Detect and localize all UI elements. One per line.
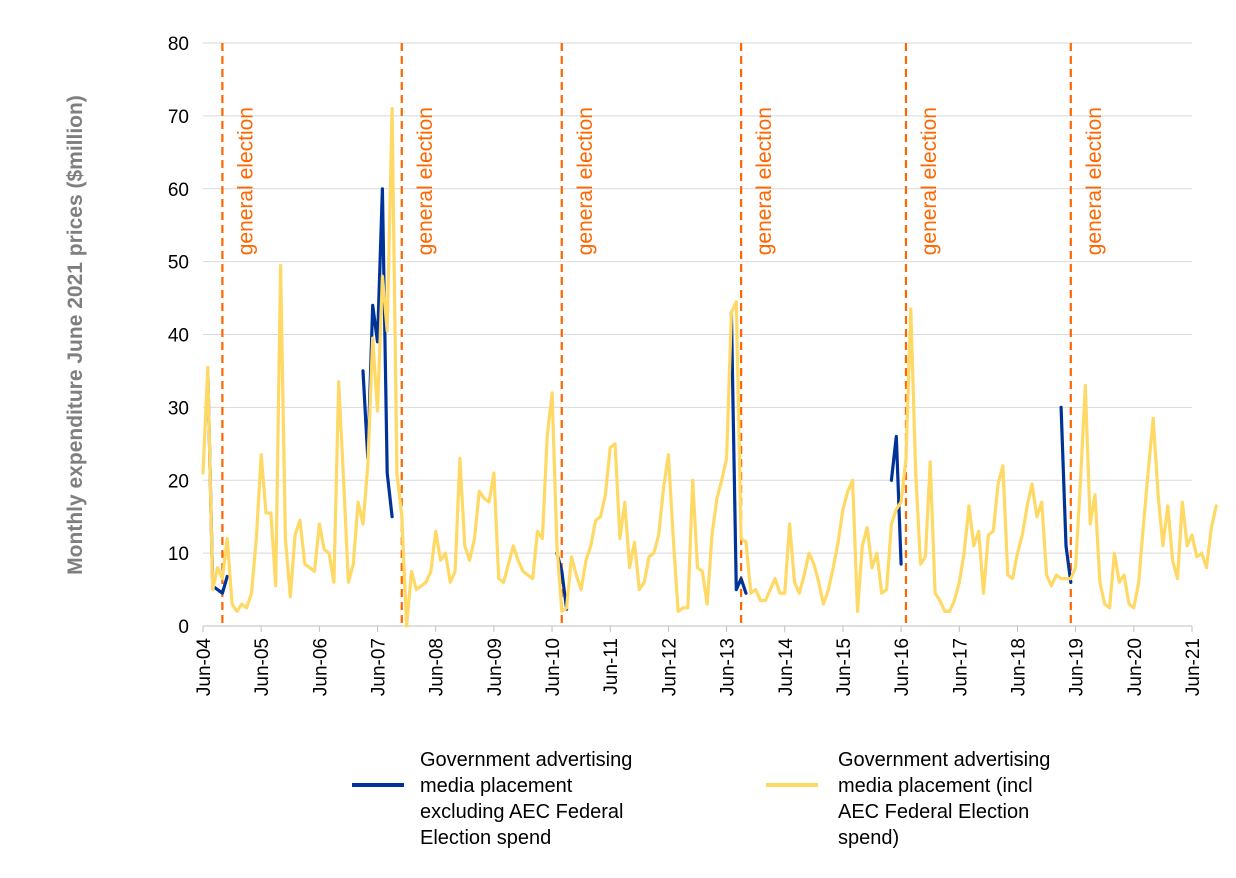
- x-tick-label: Jun-08: [427, 638, 448, 696]
- series-line-excl: [889, 434, 903, 566]
- x-tick-label: Jun-14: [776, 638, 797, 697]
- y-tick-label: 60: [168, 180, 189, 201]
- election-label: general election: [753, 107, 776, 255]
- election-label: general election: [574, 107, 597, 255]
- y-tick-label: 70: [168, 107, 189, 128]
- election-label: general election: [918, 107, 941, 255]
- series-line-incl: [201, 107, 1218, 628]
- x-tick-label: Jun-09: [485, 638, 506, 696]
- series-including-aec: [201, 107, 1218, 628]
- legend-label-excl: Government advertising media placement exc…: [420, 749, 632, 849]
- x-tick-label: Jun-11: [601, 638, 622, 695]
- election-label: general election: [414, 107, 437, 255]
- x-tick-label: Jun-10: [543, 638, 564, 696]
- y-tick-label: 50: [168, 253, 189, 274]
- y-tick-label: 30: [168, 398, 189, 419]
- x-tick-label: Jun-13: [718, 638, 739, 696]
- y-axis-ticks: 0 10 20 30 40 50 60 70 80: [168, 34, 189, 638]
- y-tick-label: 80: [168, 34, 189, 55]
- x-tick-label: Jun-18: [1008, 638, 1029, 696]
- y-axis-label: Monthly expenditure June 2021 prices ($m…: [64, 95, 87, 575]
- y-tick-label: 40: [168, 326, 189, 347]
- y-tick-label: 20: [168, 471, 189, 492]
- x-tick-label: Jun-19: [1067, 638, 1088, 696]
- y-tick-label: 0: [178, 617, 189, 638]
- election-label: general election: [1083, 107, 1106, 255]
- series-line-excl: [1059, 405, 1073, 584]
- x-tick-label: Jun-20: [1125, 638, 1146, 696]
- x-tick-label: Jun-17: [950, 638, 971, 696]
- x-tick-label: Jun-04: [194, 638, 215, 697]
- x-tick-label: Jun-05: [252, 638, 273, 696]
- x-tick-label: Jun-07: [369, 638, 390, 696]
- series-line-excl: [729, 311, 748, 595]
- legend-label-incl: Government advertising media placement (i…: [838, 749, 1050, 849]
- x-tick-label: Jun-21: [1183, 638, 1204, 696]
- x-tick-label: Jun-16: [892, 638, 913, 696]
- x-tick-label: Jun-12: [659, 638, 680, 696]
- election-label: general election: [234, 107, 257, 255]
- y-tick-label: 10: [168, 544, 189, 565]
- x-tick-label: Jun-15: [834, 638, 855, 696]
- legend: Government advertising media placement exc…: [352, 749, 1050, 849]
- x-axis: Jun-04 Jun-05 Jun-06 Jun-07 Jun-08 Jun-09 Jun-…: [194, 626, 1204, 696]
- x-tick-label: Jun-06: [310, 638, 331, 696]
